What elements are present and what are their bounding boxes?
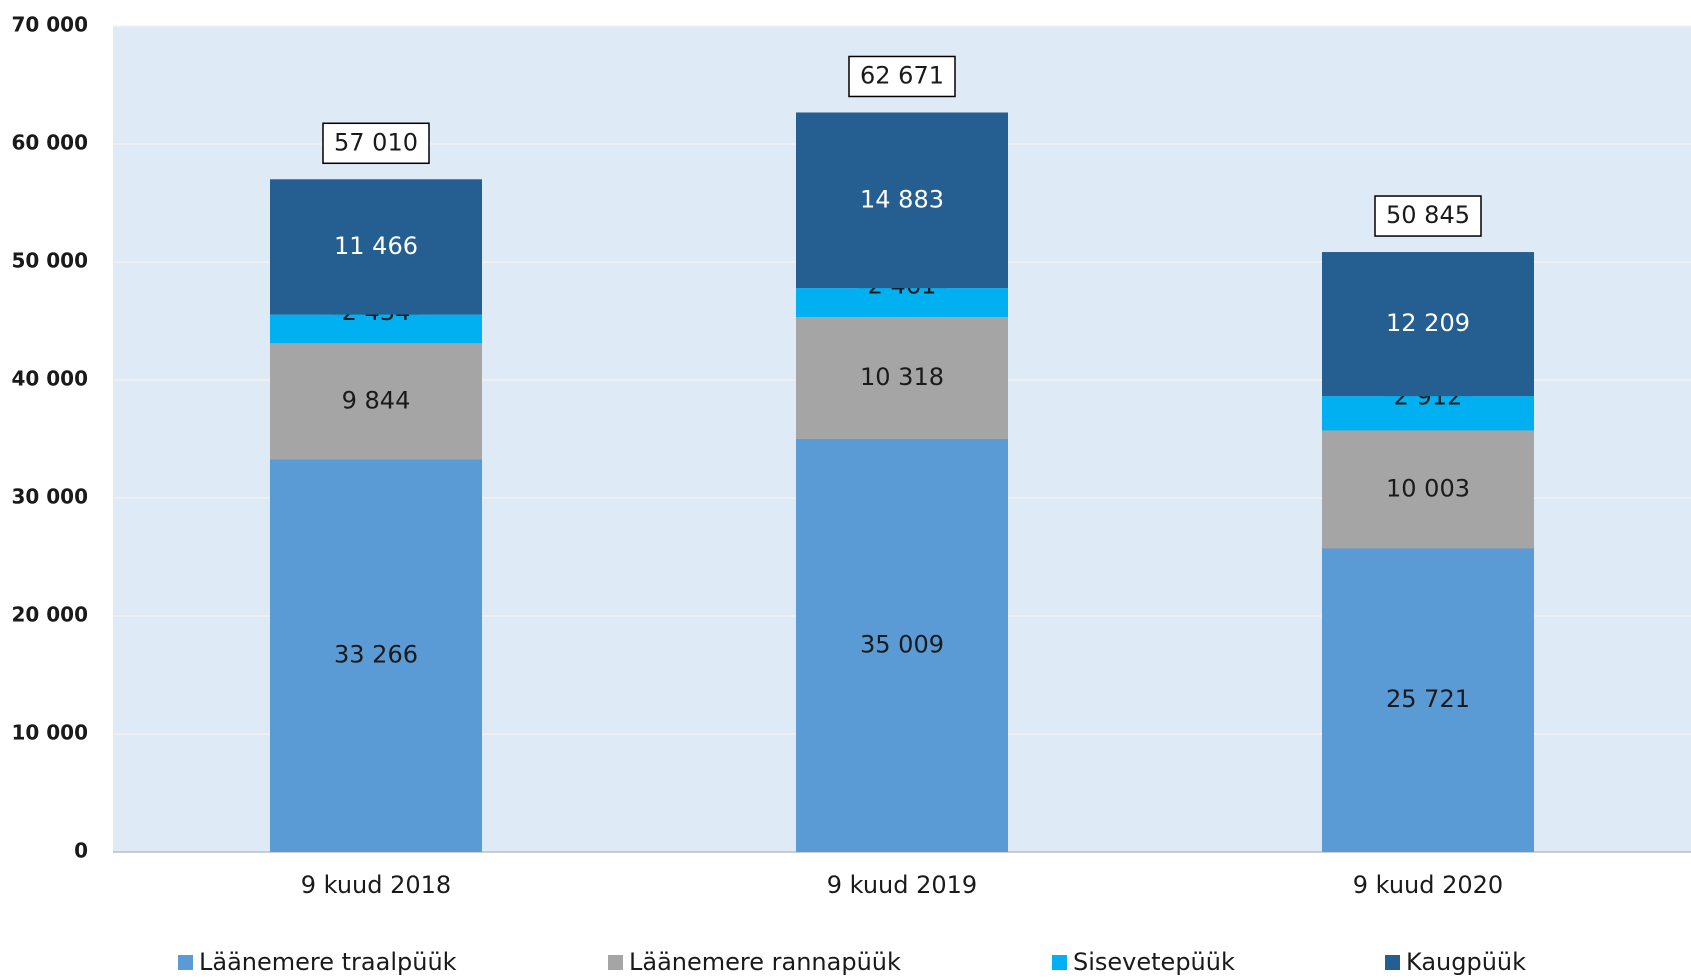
x-tick-label: 9 kuud 2020 (1353, 871, 1503, 899)
legend-swatch (608, 955, 623, 970)
bar-segment (1322, 430, 1534, 549)
bar-segment (1322, 548, 1534, 852)
legend-label: Sisevetepüük (1073, 948, 1235, 976)
legend-label: Läänemere traalpüük (199, 948, 457, 976)
total-box (1374, 195, 1482, 237)
data-label: 33 266 (334, 641, 418, 669)
bar-segment (1322, 252, 1534, 397)
bar-segment (796, 112, 1008, 289)
data-label: 14 883 (860, 185, 944, 213)
legend-label: Läänemere rannapüük (629, 948, 901, 976)
data-label: 10 318 (860, 363, 944, 391)
y-tick-label: 50 000 (11, 249, 88, 273)
y-tick-label: 20 000 (11, 603, 88, 627)
data-label: 35 009 (860, 630, 944, 658)
total-label: 57 010 (334, 128, 418, 156)
x-tick-label: 9 kuud 2018 (301, 871, 451, 899)
bar-segment (270, 459, 482, 852)
y-tick-label: 0 (74, 839, 88, 863)
total-box (322, 122, 430, 165)
legend-label: Kaugpüük (1406, 948, 1526, 976)
legend-swatch (1052, 955, 1067, 970)
legend-swatch (178, 955, 193, 970)
data-label: 11 466 (334, 232, 418, 260)
total-label: 62 671 (860, 61, 944, 89)
data-label: 25 721 (1386, 685, 1470, 713)
bar-segment (796, 438, 1008, 852)
total-box (848, 55, 956, 98)
total-label: 50 845 (1386, 201, 1470, 229)
y-tick-label: 70 000 (11, 13, 88, 37)
data-label: 12 209 (1386, 309, 1470, 337)
y-tick-label: 30 000 (11, 485, 88, 509)
legend-swatch (1385, 955, 1400, 970)
x-tick-label: 9 kuud 2019 (827, 871, 977, 899)
bar-segment (270, 343, 482, 460)
bar-segment (270, 179, 482, 315)
data-label: 10 003 (1386, 474, 1470, 502)
y-tick-label: 40 000 (11, 367, 88, 391)
y-tick-label: 60 000 (11, 131, 88, 155)
y-tick-label: 10 000 (11, 721, 88, 745)
bar-segment (796, 317, 1008, 439)
data-label: 9 844 (342, 386, 411, 414)
